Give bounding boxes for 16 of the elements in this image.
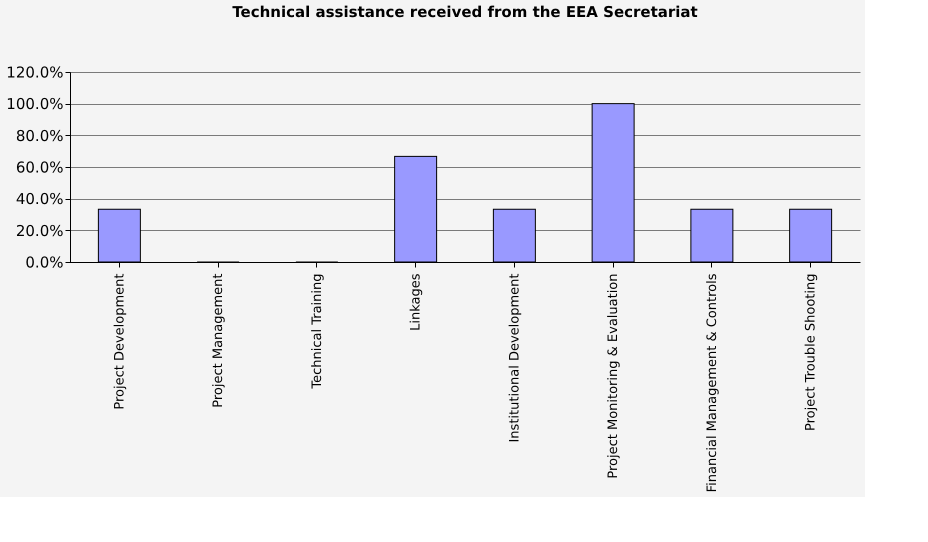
x-tick-label: Financial Management & Controls bbox=[704, 273, 720, 492]
y-tick-label: 60.0% bbox=[16, 158, 64, 176]
y-tick-label: 0.0% bbox=[25, 254, 64, 272]
x-tick-label: Project Management bbox=[211, 274, 226, 408]
chart-title: Technical assistance received from the EEA Secretariat bbox=[232, 3, 698, 21]
y-tick-label: 100.0% bbox=[6, 95, 64, 114]
x-tick-label: Linkages bbox=[408, 273, 424, 331]
x-tick-label: Technical Training bbox=[310, 274, 325, 390]
x-tick-label: Project Monitoring & Evaluation bbox=[606, 274, 622, 479]
y-tick-label: 120.0% bbox=[6, 64, 64, 82]
x-tick-label: Project Trouble Shooting bbox=[804, 274, 819, 431]
x-tick-label: Institutional Development bbox=[507, 274, 522, 443]
y-tick-label: 40.0% bbox=[16, 190, 64, 208]
y-tick-label: 20.0% bbox=[16, 222, 64, 240]
x-tick-label: Project Development bbox=[112, 274, 128, 410]
y-tick-label: 80.0% bbox=[16, 126, 64, 145]
